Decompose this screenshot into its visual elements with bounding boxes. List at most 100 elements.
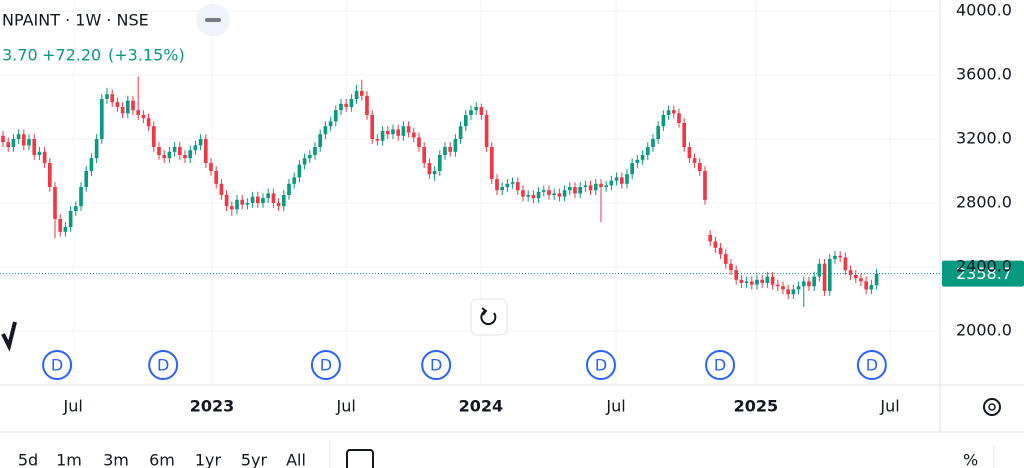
candle-body — [84, 171, 89, 187]
candle-body — [53, 187, 57, 219]
candle-body — [838, 255, 842, 258]
candle-body — [188, 150, 193, 159]
candle-body — [432, 171, 437, 175]
candle-body — [723, 254, 728, 264]
candle-body — [796, 286, 801, 290]
y-tick-label: 2400.0 — [956, 257, 1012, 276]
candle-body — [749, 281, 754, 285]
range-button[interactable]: All — [286, 451, 306, 468]
x-tick-label: 2024 — [459, 397, 504, 416]
candle-body — [271, 193, 276, 203]
settings-icon[interactable] — [983, 398, 1001, 416]
candle-body — [812, 276, 816, 287]
candle-body — [765, 276, 770, 283]
change-pct: (+3.15%) — [108, 46, 185, 65]
candle-body — [635, 159, 640, 163]
candle-body — [68, 211, 73, 227]
candle-body — [167, 151, 172, 159]
dividend-label: D — [866, 356, 878, 375]
candle-body — [21, 134, 26, 146]
dividend-marker[interactable] — [421, 350, 452, 380]
calendar-icon[interactable] — [346, 449, 374, 468]
candle-body — [209, 163, 213, 171]
candle-body — [224, 195, 229, 207]
dividend-marker[interactable] — [705, 350, 736, 380]
percent-toggle[interactable]: % — [963, 451, 978, 468]
candle-body — [729, 263, 733, 271]
candle-body — [609, 180, 614, 186]
candle-body — [640, 155, 645, 160]
candle-body — [567, 187, 572, 191]
candle-body — [583, 185, 588, 187]
settings-icon-core — [988, 403, 996, 411]
dividend-label: D — [320, 356, 332, 375]
candle-body — [276, 203, 281, 207]
candle-body — [474, 107, 479, 111]
candle-body — [406, 126, 411, 133]
candle-body — [313, 147, 317, 155]
candle-body — [261, 198, 265, 203]
candle-body — [396, 129, 401, 136]
collapse-icon — [205, 18, 221, 22]
dividend-marker[interactable] — [310, 350, 341, 380]
range-button[interactable]: 1yr — [195, 451, 222, 468]
candle-body — [94, 139, 99, 159]
range-button[interactable]: 1m — [56, 451, 82, 468]
candle-body — [417, 137, 421, 147]
candle-body — [110, 94, 115, 103]
candle-body — [734, 270, 738, 280]
x-tick-label: Jul — [605, 397, 625, 416]
candle-body — [443, 147, 447, 155]
dividend-marker[interactable] — [42, 350, 73, 380]
candle-body — [214, 171, 219, 184]
candle-body — [770, 276, 775, 285]
candle-body — [781, 286, 785, 290]
candle-body — [11, 139, 16, 147]
candle-body — [63, 227, 68, 232]
candle-body — [318, 134, 323, 147]
range-button[interactable]: 3m — [103, 451, 129, 468]
candle-body — [427, 163, 432, 175]
dividend-marker[interactable] — [856, 350, 887, 380]
candle-body — [245, 203, 250, 205]
candle-body — [1, 135, 5, 143]
candle-body — [786, 289, 790, 295]
candle-body — [125, 100, 130, 114]
candle-body — [703, 171, 707, 200]
candle-body — [495, 179, 499, 191]
candle-body — [73, 206, 78, 211]
candle-body — [193, 145, 198, 151]
x-tick-label: Jul — [63, 397, 83, 416]
candle-body — [58, 219, 63, 232]
dividend-marker[interactable] — [585, 350, 616, 380]
candle-body — [547, 190, 551, 195]
reset-button[interactable] — [470, 298, 508, 336]
candle-body — [105, 94, 109, 99]
x-tick-label: Jul — [879, 397, 899, 416]
candle-body — [739, 279, 744, 283]
range-button[interactable]: 5d — [18, 451, 38, 468]
candle-body — [500, 187, 505, 191]
change: +72.20 — [42, 46, 101, 65]
candle-body — [198, 139, 203, 146]
candle-body — [593, 183, 598, 191]
candle-body — [822, 263, 827, 291]
candle-body — [229, 206, 234, 210]
candle-body — [827, 259, 832, 291]
candle-body — [588, 185, 593, 191]
candle-body — [807, 281, 811, 287]
candle-body — [391, 129, 395, 135]
candle-body — [801, 281, 806, 287]
range-button[interactable]: 5yr — [241, 451, 268, 468]
candle-body — [240, 199, 245, 205]
range-button[interactable]: 6m — [149, 451, 175, 468]
candle-body — [536, 191, 541, 199]
candle-body — [864, 281, 868, 290]
candle-body — [692, 158, 697, 163]
side-icon[interactable] — [1, 321, 17, 352]
candle-body — [151, 126, 156, 147]
dividend-marker[interactable] — [148, 350, 179, 380]
candle-body — [833, 255, 837, 259]
dividend-label: D — [430, 356, 442, 375]
